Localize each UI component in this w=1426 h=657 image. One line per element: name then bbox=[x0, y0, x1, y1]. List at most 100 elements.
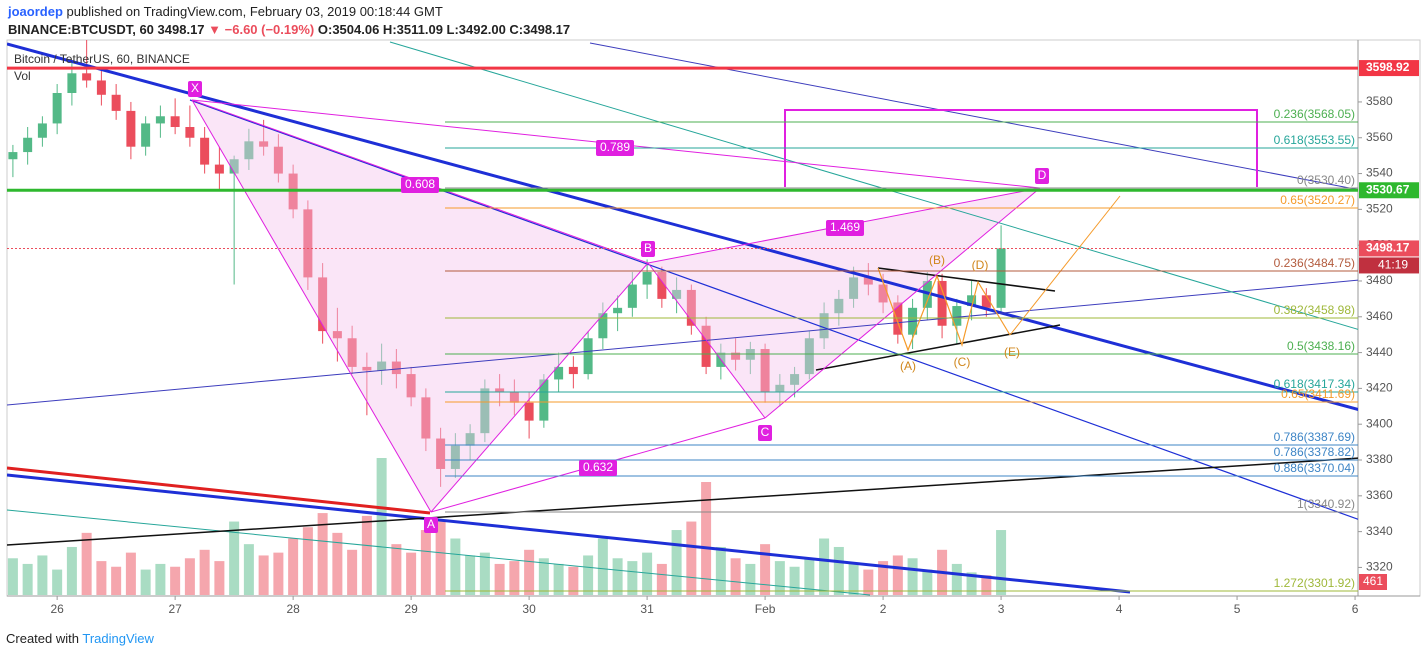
candle-body bbox=[8, 152, 18, 160]
volume-bar bbox=[361, 515, 372, 595]
wave-label: (B) bbox=[929, 253, 945, 267]
candle-body bbox=[952, 306, 962, 326]
publisher[interactable]: joaordep bbox=[8, 4, 63, 19]
fib-label: 0(3530.40) bbox=[1297, 173, 1355, 187]
volume-bar bbox=[656, 563, 667, 595]
volume-bar bbox=[774, 561, 785, 595]
pattern-fill bbox=[192, 100, 648, 512]
candle-body bbox=[450, 445, 460, 469]
candle-body bbox=[967, 295, 977, 307]
volume-badge bbox=[1359, 574, 1387, 590]
wave-label: (A) bbox=[900, 359, 916, 373]
x-tick-label: Feb bbox=[755, 602, 776, 616]
y-tick-label: 3400 bbox=[1366, 416, 1393, 430]
volume-bar bbox=[170, 566, 181, 595]
volume-bar bbox=[524, 549, 535, 595]
candle-body bbox=[318, 277, 328, 332]
candle-body bbox=[480, 388, 490, 434]
ohlc: O:3504.06 H:3511.09 L:3492.00 C:3498.17 bbox=[317, 22, 571, 37]
pattern-tag-label: 0.608 bbox=[405, 177, 435, 191]
volume-bar bbox=[760, 544, 771, 595]
volume-bar bbox=[22, 563, 33, 595]
volume-badge-label: 461 bbox=[1363, 574, 1383, 588]
candle-body bbox=[981, 295, 991, 308]
volume-label: Vol bbox=[14, 69, 31, 83]
volume-bar bbox=[553, 563, 564, 595]
volume-bar bbox=[922, 569, 933, 595]
fib-label: 0.5(3438.16) bbox=[1287, 339, 1355, 353]
x-tick-label: 27 bbox=[168, 602, 182, 616]
pattern-tag bbox=[579, 460, 617, 476]
candle-body bbox=[893, 302, 903, 335]
fib-label: 0.236(3568.05) bbox=[1274, 107, 1355, 121]
volume-bar bbox=[243, 544, 254, 595]
candle-body bbox=[377, 361, 387, 371]
pattern-tag bbox=[826, 220, 864, 236]
candle-body bbox=[524, 402, 534, 421]
candle-body bbox=[583, 338, 593, 375]
candle-body bbox=[244, 141, 254, 160]
brand[interactable]: TradingView bbox=[82, 631, 154, 646]
y-tick-label: 3460 bbox=[1366, 309, 1393, 323]
candle-body bbox=[303, 209, 313, 278]
candle-body bbox=[391, 361, 401, 375]
candle-body bbox=[554, 366, 564, 380]
volume-bar bbox=[819, 538, 830, 595]
candle-body bbox=[804, 338, 814, 375]
candle-body bbox=[863, 277, 873, 285]
chart-title: Bitcoin / TetherUS, 60, BINANCE bbox=[14, 52, 190, 66]
wave-path bbox=[877, 267, 1011, 352]
volume-bar bbox=[435, 521, 446, 595]
trend-line bbox=[7, 509, 871, 596]
volume-bar bbox=[229, 521, 240, 595]
price-badge-label: 3598.92 bbox=[1366, 60, 1410, 74]
countdown-badge bbox=[1359, 257, 1419, 274]
candle-body bbox=[259, 141, 269, 147]
candle-body bbox=[23, 137, 33, 153]
candle-body bbox=[52, 92, 62, 124]
volume-bar bbox=[833, 546, 844, 595]
x-tick-label: 31 bbox=[640, 602, 654, 616]
pattern-tag-label: 0.632 bbox=[583, 460, 613, 474]
fib-label: 0.786(3378.82) bbox=[1274, 445, 1355, 459]
volume-bar bbox=[302, 527, 313, 595]
volume-bar bbox=[273, 552, 284, 595]
y-tick-label: 3320 bbox=[1366, 560, 1393, 574]
volume-bar bbox=[538, 558, 549, 595]
candle-body bbox=[229, 159, 239, 174]
y-tick-label: 3360 bbox=[1366, 488, 1393, 502]
x-tick-label: 3 bbox=[998, 602, 1005, 616]
volume-bar bbox=[184, 558, 195, 595]
header-line: joaordep published on TradingView.com, F… bbox=[8, 4, 443, 19]
volume-bar bbox=[199, 549, 210, 595]
fib-label: 0.65(3520.27) bbox=[1280, 193, 1355, 207]
y-tick-label: 3480 bbox=[1366, 273, 1393, 287]
fib-label: 0.886(3370.04) bbox=[1274, 461, 1355, 475]
trend-line bbox=[7, 466, 431, 515]
price-badge-label: 3530.67 bbox=[1366, 182, 1410, 196]
pattern-tag-label: 0.789 bbox=[600, 140, 630, 154]
volume-bar bbox=[686, 521, 697, 595]
y-tick-label: 3340 bbox=[1366, 524, 1393, 538]
volume-bar bbox=[111, 566, 122, 595]
pattern-tag-label: X bbox=[191, 81, 199, 95]
candle-body bbox=[436, 438, 446, 469]
y-tick-label: 3420 bbox=[1366, 381, 1393, 395]
volume-bar bbox=[288, 538, 299, 595]
trend-line bbox=[7, 473, 1131, 594]
fib-label: 0.236(3484.75) bbox=[1274, 256, 1355, 270]
trend-line bbox=[189, 99, 1358, 520]
volume-bar bbox=[494, 563, 505, 595]
candle-body bbox=[672, 289, 682, 299]
volume-bar bbox=[155, 563, 166, 595]
volume-bar bbox=[878, 561, 889, 595]
candle-body bbox=[627, 284, 637, 308]
volume-bar bbox=[701, 482, 712, 595]
trend-line bbox=[7, 42, 1358, 412]
pattern-fill bbox=[648, 188, 1040, 418]
candle-body bbox=[775, 384, 785, 392]
y-tick-label: 3540 bbox=[1366, 166, 1393, 180]
fib-label: 0.65(3411.69) bbox=[1281, 387, 1355, 401]
candle-body bbox=[155, 116, 165, 124]
volume-bar bbox=[450, 538, 461, 595]
